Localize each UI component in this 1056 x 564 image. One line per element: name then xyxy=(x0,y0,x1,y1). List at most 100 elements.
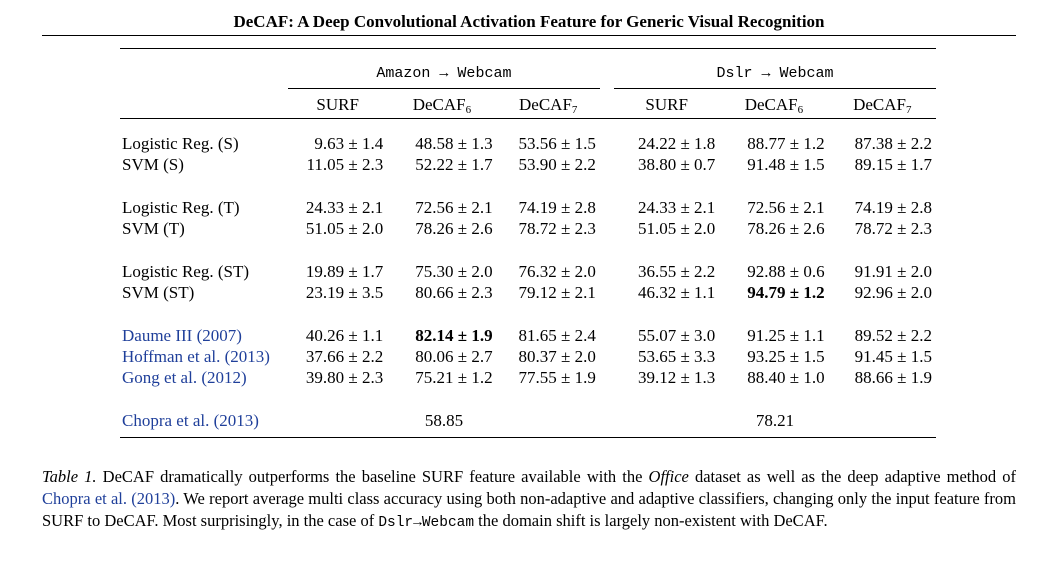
table-cell: 91.25 ± 1.1 xyxy=(747,326,825,345)
table-row: SVM (ST) 23.19 ± 3.5 80.66 ± 2.3 79.12 ± 2.… xyxy=(120,282,936,303)
table-cell: 76.32 ± 2.0 xyxy=(518,262,596,281)
table-cell: 78.72 ± 2.3 xyxy=(518,219,596,238)
row-label: Logistic Reg. (T) xyxy=(122,198,240,217)
table-caption: Table 1. DeCAF dramatically outperforms … xyxy=(42,466,1016,534)
caption-text-3: . We report average multi class accuracy… xyxy=(42,489,1016,530)
row-label: Logistic Reg. (S) xyxy=(122,134,239,153)
column-header-row: SURF DeCAF6 DeCAF7 SURF DeCAF6 DeCAF7 xyxy=(120,89,936,119)
row-label: SVM (T) xyxy=(122,219,185,238)
table-cell: 24.22 ± 1.8 xyxy=(637,134,716,153)
table-cell: 75.21 ± 1.2 xyxy=(415,368,493,387)
caption-label: Table 1. xyxy=(42,467,97,486)
table-row: Logistic Reg. (ST) 19.89 ± 1.7 75.30 ± 2.0… xyxy=(120,261,936,282)
table-cell: 91.48 ± 1.5 xyxy=(747,155,825,174)
table-cell: 9.63 ± 1.4 xyxy=(314,134,384,153)
table-cell: 88.77 ± 1.2 xyxy=(747,134,825,153)
table-row: Logistic Reg. (S) 9.63 ± 1.4 48.58 ± 1.3 53… xyxy=(120,133,936,154)
table-cell: 37.66 ± 2.2 xyxy=(305,347,384,366)
row-label[interactable]: Chopra et al. (2013) xyxy=(122,411,259,430)
table-cell: 48.58 ± 1.3 xyxy=(415,134,493,153)
table-row: SVM (S) 11.05 ± 2.3 52.22 ± 1.7 53.90 ± 2.2… xyxy=(120,154,936,175)
table-cell: 94.79 ± 1.2 xyxy=(747,283,825,302)
table-cell: 89.15 ± 1.7 xyxy=(854,155,932,174)
results-table: Amazon → Webcam Dslr → Webcam SURF DeCAF6… xyxy=(120,48,936,438)
column-header: SURF xyxy=(316,95,359,114)
table-cell: 39.80 ± 2.3 xyxy=(305,368,384,387)
table-cell: 78.72 ± 2.3 xyxy=(854,219,932,238)
caption-code: Dslr→Webcam xyxy=(378,515,475,531)
table-cell: 91.91 ± 2.0 xyxy=(854,262,932,281)
table-cell: 51.05 ± 2.0 xyxy=(305,219,384,238)
table-cell: 82.14 ± 1.9 xyxy=(415,326,493,345)
group-dslr-webcam: Dslr → Webcam xyxy=(614,57,936,89)
table-row: Gong et al. (2012) 39.80 ± 2.3 75.21 ± 1.2… xyxy=(120,367,936,388)
table-cell: 52.22 ± 1.7 xyxy=(415,155,493,174)
table-cell: 51.05 ± 2.0 xyxy=(637,219,716,238)
column-header: DeCAF6 xyxy=(412,95,472,116)
table-cell: 38.80 ± 0.7 xyxy=(637,155,716,174)
caption-text-2: dataset as well as the deep adaptive met… xyxy=(688,467,1016,486)
table-cell: 23.19 ± 3.5 xyxy=(305,283,384,302)
block-spacer xyxy=(120,388,936,410)
table-cell: 24.33 ± 2.1 xyxy=(305,198,384,217)
table-cell: 74.19 ± 2.8 xyxy=(854,198,932,217)
table-cell: 80.37 ± 2.0 xyxy=(518,347,596,366)
results-table-container: Amazon → Webcam Dslr → Webcam SURF DeCAF6… xyxy=(120,48,936,438)
table-row: Daume III (2007) 40.26 ± 1.1 82.14 ± 1.9 81… xyxy=(120,325,936,346)
table-cell: 80.06 ± 2.7 xyxy=(415,347,493,366)
caption-citation-link[interactable]: Chopra et al. (2013) xyxy=(42,489,176,508)
caption-office: Office xyxy=(648,467,689,486)
row-label[interactable]: Gong et al. (2012) xyxy=(122,368,247,387)
table-cell: 89.52 ± 2.2 xyxy=(854,326,932,345)
table-row: SVM (T) 51.05 ± 2.0 78.26 ± 2.6 78.72 ± 2.3… xyxy=(120,218,936,239)
block-spacer xyxy=(120,239,936,261)
table-cell: 24.33 ± 2.1 xyxy=(637,198,716,217)
table-cell: 58.85 xyxy=(424,411,464,430)
table-cell: 91.45 ± 1.5 xyxy=(854,347,932,366)
table-cell: 78.21 xyxy=(755,411,795,430)
block-spacer xyxy=(120,303,936,325)
running-head: DeCAF: A Deep Convolutional Activation F… xyxy=(233,12,825,31)
table-cell: 39.12 ± 1.3 xyxy=(637,368,716,387)
column-header-rule xyxy=(120,118,936,125)
group-amazon-webcam: Amazon → Webcam xyxy=(288,57,600,89)
table-cell: 81.65 ± 2.4 xyxy=(518,326,596,345)
column-header: DeCAF7 xyxy=(853,95,912,116)
table-cell: 11.05 ± 2.3 xyxy=(306,155,384,174)
table-cell: 79.12 ± 2.1 xyxy=(518,283,596,302)
table-cell: 53.65 ± 3.3 xyxy=(637,347,716,366)
table-cell: 46.32 ± 1.1 xyxy=(637,283,716,302)
table-cell: 93.25 ± 1.5 xyxy=(747,347,825,366)
table-cell: 88.66 ± 1.9 xyxy=(854,368,932,387)
row-label[interactable]: Hoffman et al. (2013) xyxy=(122,347,270,366)
block-spacer xyxy=(120,175,936,197)
caption-text-1: DeCAF dramatically outperforms the basel… xyxy=(96,467,649,486)
caption-text-4: the domain shift is largely non-existent… xyxy=(474,511,828,530)
row-label: SVM (S) xyxy=(122,155,184,174)
column-header: SURF xyxy=(645,95,688,114)
table-cell: 53.90 ± 2.2 xyxy=(518,155,596,174)
chopra-row: Chopra et al. (2013) 58.85 78.21 xyxy=(120,410,936,431)
table-cell: 74.19 ± 2.8 xyxy=(518,198,596,217)
table-cell: 92.88 ± 0.6 xyxy=(747,262,825,281)
block-spacer xyxy=(120,125,936,133)
table-cell: 36.55 ± 2.2 xyxy=(637,262,716,281)
table-top-rule xyxy=(120,48,936,57)
table-cell: 53.56 ± 1.5 xyxy=(518,134,596,153)
table-cell: 80.66 ± 2.3 xyxy=(415,283,493,302)
table-cell: 40.26 ± 1.1 xyxy=(305,326,384,345)
header-rule xyxy=(42,35,1016,36)
table-cell: 78.26 ± 2.6 xyxy=(747,219,825,238)
table-cell: 75.30 ± 2.0 xyxy=(415,262,493,281)
table-cell: 55.07 ± 3.0 xyxy=(637,326,716,345)
table-bottom-rule xyxy=(120,431,936,438)
table-cell: 87.38 ± 2.2 xyxy=(854,134,932,153)
table-cell: 19.89 ± 1.7 xyxy=(305,262,384,281)
table-cell: 72.56 ± 2.1 xyxy=(415,198,493,217)
table-cell: 78.26 ± 2.6 xyxy=(415,219,493,238)
column-header: DeCAF6 xyxy=(744,95,804,116)
column-header: DeCAF7 xyxy=(519,95,578,116)
table-cell: 77.55 ± 1.9 xyxy=(518,368,596,387)
table-cell: 88.40 ± 1.0 xyxy=(747,368,825,387)
row-label[interactable]: Daume III (2007) xyxy=(122,326,242,345)
